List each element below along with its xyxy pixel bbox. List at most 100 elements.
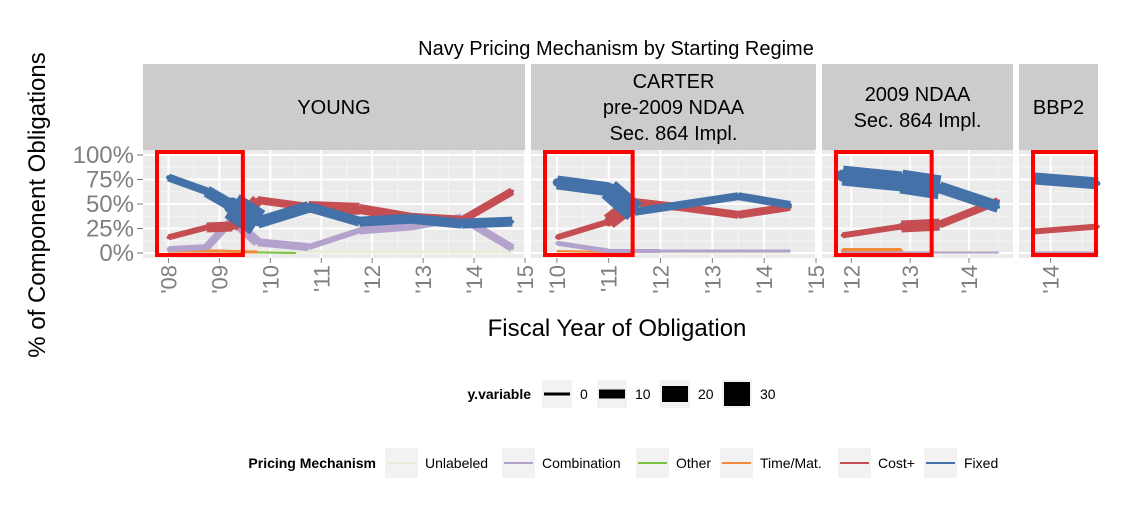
series-segment xyxy=(737,202,791,219)
series-segment xyxy=(555,175,610,197)
data-point xyxy=(510,189,515,194)
series-segment xyxy=(634,200,688,216)
panel-strip-label: 2009 NDAA Sec. 864 Impl. xyxy=(854,84,982,132)
series-segment xyxy=(359,213,411,227)
data-point xyxy=(203,187,211,195)
series-segment xyxy=(167,173,209,196)
legend-color-label: Fixed xyxy=(964,455,998,471)
data-point xyxy=(295,252,297,254)
data-point xyxy=(735,193,741,199)
data-point xyxy=(204,244,210,250)
legend-size-title: y.variable xyxy=(467,386,531,402)
data-point xyxy=(257,251,259,253)
panel-strip-line: BBP2 xyxy=(1033,97,1084,119)
x-tick-label: '08 xyxy=(156,265,181,294)
x-tick-label: '11 xyxy=(597,265,622,292)
y-tick-label: 100% xyxy=(73,142,134,169)
panel: CARTER pre-2009 NDAA Sec. 864 Impl. '10 '11 '… xyxy=(531,64,829,294)
data-point xyxy=(555,235,559,240)
legend: y.variable 0 10 20 30 Pricing Mechanism Unlabe… xyxy=(248,380,998,478)
data-point xyxy=(997,251,999,254)
legend-color-label: Unlabeled xyxy=(425,455,488,471)
series-segment xyxy=(461,216,513,229)
legend-size-label: 10 xyxy=(635,386,651,402)
x-tick-label: '14 xyxy=(752,265,777,294)
panel-strip-line: pre-2009 NDAA xyxy=(603,97,745,119)
data-point xyxy=(306,245,311,249)
data-point xyxy=(659,250,662,252)
legend-color-title: Pricing Mechanism xyxy=(248,455,376,471)
series-segment xyxy=(409,213,462,229)
data-point xyxy=(510,219,515,224)
data-point xyxy=(166,235,171,240)
data-point xyxy=(603,216,614,227)
x-axis-label: Fiscal Year of Obligation xyxy=(488,315,747,342)
data-point xyxy=(407,215,414,222)
panel-strip-label: BBP2 xyxy=(1033,97,1084,119)
x-tick-label: '14 xyxy=(1039,265,1064,294)
panel-strip-line: YOUNG xyxy=(297,97,370,119)
series-segment xyxy=(1034,172,1099,190)
panel-strip xyxy=(143,64,525,150)
series-combination xyxy=(1034,251,1099,254)
y-tick-label: 25% xyxy=(86,216,134,243)
data-point xyxy=(840,233,845,238)
series-segment xyxy=(307,227,361,250)
x-tick-label: '13 xyxy=(411,265,436,294)
data-point xyxy=(836,169,849,182)
series-segment xyxy=(255,201,311,229)
x-tick-label: '12 xyxy=(360,265,385,294)
legend-color-label: Cost+ xyxy=(878,455,915,471)
data-point xyxy=(555,241,559,245)
data-point xyxy=(458,220,465,227)
data-point xyxy=(166,247,171,251)
series-segment xyxy=(219,249,258,254)
panel-strip-line: 2009 NDAA xyxy=(865,84,971,106)
highlight-box xyxy=(834,150,934,257)
data-point xyxy=(556,250,558,252)
series-segment xyxy=(257,238,309,252)
x-tick-label: '09 xyxy=(207,265,232,294)
series-segment xyxy=(841,165,903,192)
series-segment xyxy=(685,203,739,219)
series-segment xyxy=(737,192,791,209)
series-segment xyxy=(556,218,610,241)
x-tick-label: '13 xyxy=(898,265,923,294)
y-axis-label: % of Component Obligations xyxy=(24,52,51,358)
series-segment xyxy=(459,187,515,225)
data-point xyxy=(166,175,171,180)
data-point xyxy=(841,251,844,254)
series-fixed xyxy=(166,173,515,235)
panels-layer: YOUNG '08 '09 '10 '11 '12 '13 '14 '15 CARTER pre-2… xyxy=(143,64,1101,294)
data-point xyxy=(789,250,791,252)
data-point xyxy=(937,222,942,227)
series-segment xyxy=(901,218,940,233)
series-segment xyxy=(937,181,1001,213)
x-tick-label: '14 xyxy=(957,265,982,294)
panel: YOUNG '08 '09 '10 '11 '12 '13 '14 '15 xyxy=(143,64,538,294)
x-tick-label: '15 xyxy=(513,265,538,294)
panel-strip xyxy=(1019,64,1098,150)
data-point xyxy=(607,249,610,253)
data-point xyxy=(356,205,363,212)
y-axis: 0%25%50%75%100% xyxy=(73,142,143,267)
data-point xyxy=(737,250,740,252)
data-point xyxy=(684,201,689,207)
data-point xyxy=(935,183,944,191)
x-tick-label: '12 xyxy=(839,265,864,294)
data-point xyxy=(254,219,262,227)
series-segment xyxy=(685,192,739,208)
series-segment xyxy=(167,224,208,241)
data-point xyxy=(218,250,221,252)
legend-size-label: 0 xyxy=(580,386,588,402)
highlight-box xyxy=(1031,150,1098,257)
data-point xyxy=(602,182,616,196)
data-point xyxy=(408,224,413,229)
legend-color-label: Combination xyxy=(542,455,621,471)
panel-strip-label: CARTER pre-2009 NDAA Sec. 864 Impl. xyxy=(603,71,745,145)
legend-size-label: 30 xyxy=(760,386,776,402)
y-tick-label: 0% xyxy=(99,240,134,267)
panel-strip-line: Sec. 864 Impl. xyxy=(610,123,738,145)
data-point xyxy=(894,174,909,189)
series-segment xyxy=(359,222,411,235)
